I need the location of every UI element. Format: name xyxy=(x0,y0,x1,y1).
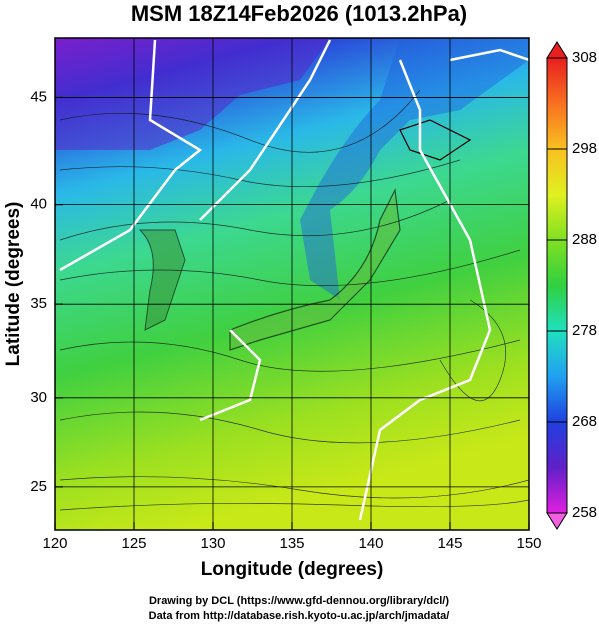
y-tick-label: 45 xyxy=(30,88,47,105)
colorbar-tick-label: 298 xyxy=(572,140,597,157)
colorbar-min-arrow xyxy=(546,512,568,530)
x-tick-label: 140 xyxy=(358,535,383,552)
x-axis-label: Longitude (degrees) xyxy=(201,559,384,580)
x-tick-label: 145 xyxy=(437,535,462,552)
y-axis-label: Latitude (degrees) xyxy=(3,202,24,367)
colorbar-tick-label: 278 xyxy=(572,322,597,339)
x-tick-label: 135 xyxy=(279,535,304,552)
y-tick-label: 40 xyxy=(30,196,47,213)
x-tick-label: 130 xyxy=(200,535,225,552)
x-tick-label: 150 xyxy=(516,535,541,552)
colorbar-tick-label: 258 xyxy=(572,504,597,521)
credit-line: Data from http://database.rish.kyoto-u.a… xyxy=(149,610,450,622)
x-tick-label: 120 xyxy=(42,535,67,552)
colorbar xyxy=(546,57,568,514)
graticule xyxy=(54,38,530,530)
colorbar-tick-label: 268 xyxy=(572,413,597,430)
title: MSM 18Z14Feb2026 (1013.2hPa) xyxy=(131,1,467,26)
colorbar-tick-label: 308 xyxy=(572,49,597,66)
y-tick-label: 25 xyxy=(30,478,47,495)
colorbar-max-arrow xyxy=(546,41,568,59)
y-tick-label: 30 xyxy=(30,389,47,406)
credit-line: Drawing by DCL (https://www.gfd-dennou.o… xyxy=(149,595,449,607)
y-tick-label: 35 xyxy=(30,295,47,312)
x-tick-label: 125 xyxy=(121,535,146,552)
colorbar-tick-label: 288 xyxy=(572,231,597,248)
